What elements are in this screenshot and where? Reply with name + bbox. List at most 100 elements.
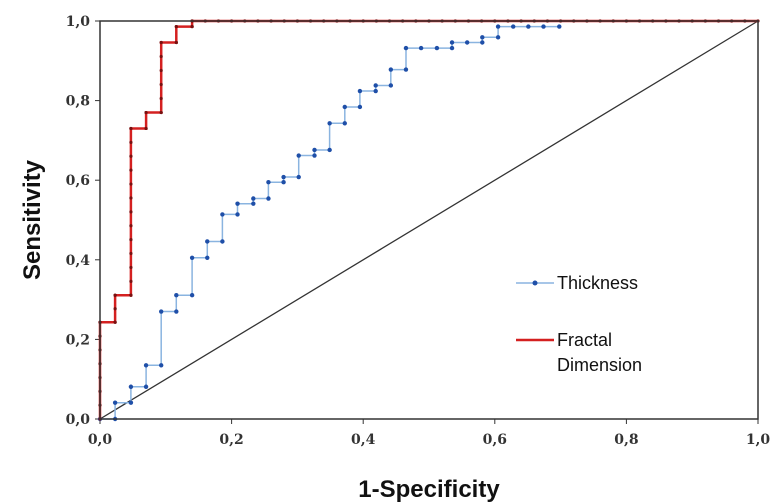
x-tick-label: 0,0 — [88, 432, 113, 448]
point-thickness — [557, 24, 562, 29]
point-thickness — [388, 83, 394, 88]
point-thickness — [464, 40, 470, 45]
point-fractal-dimension — [159, 68, 163, 73]
point-thickness — [373, 88, 378, 94]
point-fractal-dimension — [159, 40, 163, 45]
y-tick-label: 1,0 — [66, 14, 91, 30]
point-thickness — [495, 24, 501, 29]
x-axis-ticks: 0,0 0,2 0,4 0,6 0,8 1,0 — [88, 419, 771, 448]
x-tick-label: 0,6 — [483, 432, 507, 448]
point-fractal-dimension — [174, 40, 178, 45]
point-thickness — [174, 309, 179, 314]
point-fractal-dimension — [113, 293, 117, 297]
x-tick-label: 1,0 — [746, 432, 771, 448]
point-fractal-dimension — [129, 154, 133, 158]
point-thickness — [296, 174, 301, 180]
point-fractal-dimension — [129, 196, 133, 200]
point-thickness — [403, 67, 409, 72]
point-thickness — [128, 384, 134, 389]
point-thickness — [373, 83, 378, 88]
x-tick-label: 0,4 — [351, 432, 376, 448]
point-thickness — [281, 174, 286, 180]
point-fractal-dimension — [129, 251, 133, 256]
point-fractal-dimension — [129, 140, 133, 144]
point-thickness — [541, 24, 546, 29]
point-thickness — [189, 293, 195, 298]
point-thickness — [251, 201, 256, 206]
point-thickness — [434, 45, 440, 51]
point-thickness — [189, 255, 195, 261]
point-thickness — [281, 179, 286, 185]
point-fractal-dimension — [129, 279, 133, 283]
point-thickness — [158, 309, 164, 314]
point-thickness — [403, 45, 409, 51]
point-fractal-dimension — [144, 110, 148, 115]
plot-frame — [99, 20, 759, 420]
point-thickness — [251, 196, 256, 201]
point-fractal-dimension — [190, 24, 194, 29]
y-axis-title: Sensitivity — [19, 159, 46, 280]
point-thickness — [220, 239, 225, 244]
point-thickness — [235, 212, 240, 217]
point-thickness — [357, 104, 363, 110]
point-thickness — [235, 201, 240, 206]
point-fractal-dimension — [129, 126, 133, 131]
point-thickness — [205, 255, 210, 261]
point-thickness — [220, 212, 225, 217]
point-fractal-dimension — [144, 126, 148, 131]
point-fractal-dimension — [174, 24, 178, 29]
point-fractal-dimension — [113, 307, 117, 311]
point-thickness — [449, 45, 455, 51]
point-thickness — [480, 35, 485, 40]
point-fractal-dimension — [129, 182, 133, 186]
point-fractal-dimension — [159, 82, 163, 87]
series-line-thickness — [100, 25, 560, 420]
legend: Thickness Fractal Dimension — [516, 273, 642, 375]
point-fractal-dimension — [159, 54, 163, 59]
point-thickness — [128, 400, 134, 405]
point-thickness — [158, 363, 164, 368]
point-fractal-dimension — [129, 168, 133, 172]
y-tick-label: 0,8 — [66, 94, 90, 110]
point-thickness — [495, 35, 501, 40]
point-thickness — [480, 40, 485, 45]
point-thickness — [418, 45, 424, 51]
legend-marker-thickness — [532, 280, 538, 286]
point-thickness — [511, 24, 516, 29]
y-tick-label: 0,6 — [66, 173, 90, 189]
point-fractal-dimension — [129, 238, 133, 242]
x-tick-label: 0,2 — [219, 432, 243, 448]
legend-label-fractal-dimension-line2: Dimension — [557, 355, 642, 375]
point-thickness — [296, 153, 301, 158]
point-thickness — [174, 293, 179, 298]
point-thickness — [112, 400, 118, 405]
point-thickness — [312, 153, 317, 158]
y-tick-label: 0,4 — [66, 253, 91, 269]
x-axis-title: 1-Specificity — [358, 476, 500, 503]
point-fractal-dimension — [159, 96, 163, 101]
legend-label-fractal-dimension-line1: Fractal — [557, 330, 612, 350]
point-thickness — [143, 363, 149, 368]
point-thickness — [266, 179, 271, 185]
y-axis-ticks: 0,0 0,2 0,4 0,6 0,8 1,0 — [66, 14, 100, 428]
point-thickness — [327, 121, 332, 126]
point-fractal-dimension — [129, 265, 133, 270]
point-thickness — [342, 104, 347, 110]
point-thickness — [143, 384, 149, 389]
point-thickness — [526, 24, 531, 29]
x-tick-label: 0,8 — [614, 432, 638, 448]
legend-label-thickness: Thickness — [557, 273, 638, 293]
point-fractal-dimension — [113, 320, 117, 324]
point-thickness — [357, 88, 363, 94]
point-thickness — [388, 67, 394, 72]
plot-lines — [97, 19, 760, 422]
point-fractal-dimension — [129, 210, 133, 214]
point-thickness — [449, 40, 455, 45]
point-thickness — [327, 147, 332, 153]
point-thickness — [312, 147, 317, 153]
point-fractal-dimension — [129, 293, 133, 297]
y-tick-label: 0,0 — [66, 412, 91, 428]
y-tick-label: 0,2 — [66, 332, 90, 348]
point-thickness — [342, 121, 347, 126]
